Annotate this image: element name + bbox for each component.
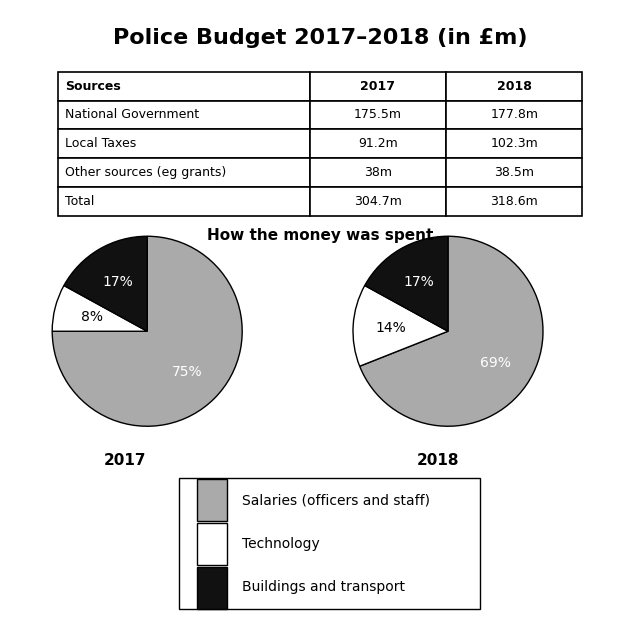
Wedge shape [360, 236, 543, 426]
Text: 69%: 69% [480, 356, 511, 370]
Text: Salaries (officers and staff): Salaries (officers and staff) [243, 493, 430, 507]
Bar [58, 158, 310, 187]
Text: 91.2m: 91.2m [358, 138, 397, 150]
Text: Total: Total [65, 195, 95, 208]
Bar [310, 101, 446, 129]
Bar [58, 129, 310, 158]
Bar [58, 101, 310, 129]
Text: 75%: 75% [172, 364, 203, 379]
Bar [58, 187, 310, 216]
Bar [446, 72, 582, 101]
Bar [197, 566, 227, 609]
Bar [446, 158, 582, 187]
Text: 304.7m: 304.7m [354, 195, 402, 208]
Text: 38m: 38m [364, 166, 392, 179]
Text: Buildings and transport: Buildings and transport [243, 581, 405, 594]
Text: 14%: 14% [376, 321, 406, 334]
Bar [197, 522, 227, 565]
Text: Police Budget 2017–2018 (in £m): Police Budget 2017–2018 (in £m) [113, 28, 527, 48]
Bar [446, 101, 582, 129]
Text: Technology: Technology [243, 537, 320, 551]
Text: 38.5m: 38.5m [494, 166, 534, 179]
Bar [310, 129, 446, 158]
Text: 2018: 2018 [497, 80, 532, 92]
Text: Sources: Sources [65, 80, 121, 92]
Text: Other sources (eg grants): Other sources (eg grants) [65, 166, 227, 179]
Text: National Government: National Government [65, 109, 200, 121]
Text: How the money was spent: How the money was spent [207, 228, 433, 243]
Bar [197, 479, 227, 521]
Bar [310, 72, 446, 101]
Text: 175.5m: 175.5m [354, 109, 402, 121]
Wedge shape [365, 236, 448, 331]
Bar [310, 158, 446, 187]
Bar [310, 187, 446, 216]
Text: 17%: 17% [404, 275, 435, 289]
Wedge shape [52, 236, 242, 426]
Text: 8%: 8% [81, 310, 103, 324]
Bar [446, 187, 582, 216]
Wedge shape [52, 286, 147, 331]
Text: 2017: 2017 [360, 80, 396, 92]
Text: 102.3m: 102.3m [490, 138, 538, 150]
Wedge shape [64, 236, 147, 331]
Text: 2018: 2018 [417, 453, 460, 468]
Text: Local Taxes: Local Taxes [65, 138, 137, 150]
Text: 2017: 2017 [104, 453, 146, 468]
Bar [446, 129, 582, 158]
Text: 177.8m: 177.8m [490, 109, 538, 121]
Text: 318.6m: 318.6m [490, 195, 538, 208]
Wedge shape [353, 286, 448, 366]
Bar [58, 72, 310, 101]
Text: 17%: 17% [103, 275, 134, 289]
